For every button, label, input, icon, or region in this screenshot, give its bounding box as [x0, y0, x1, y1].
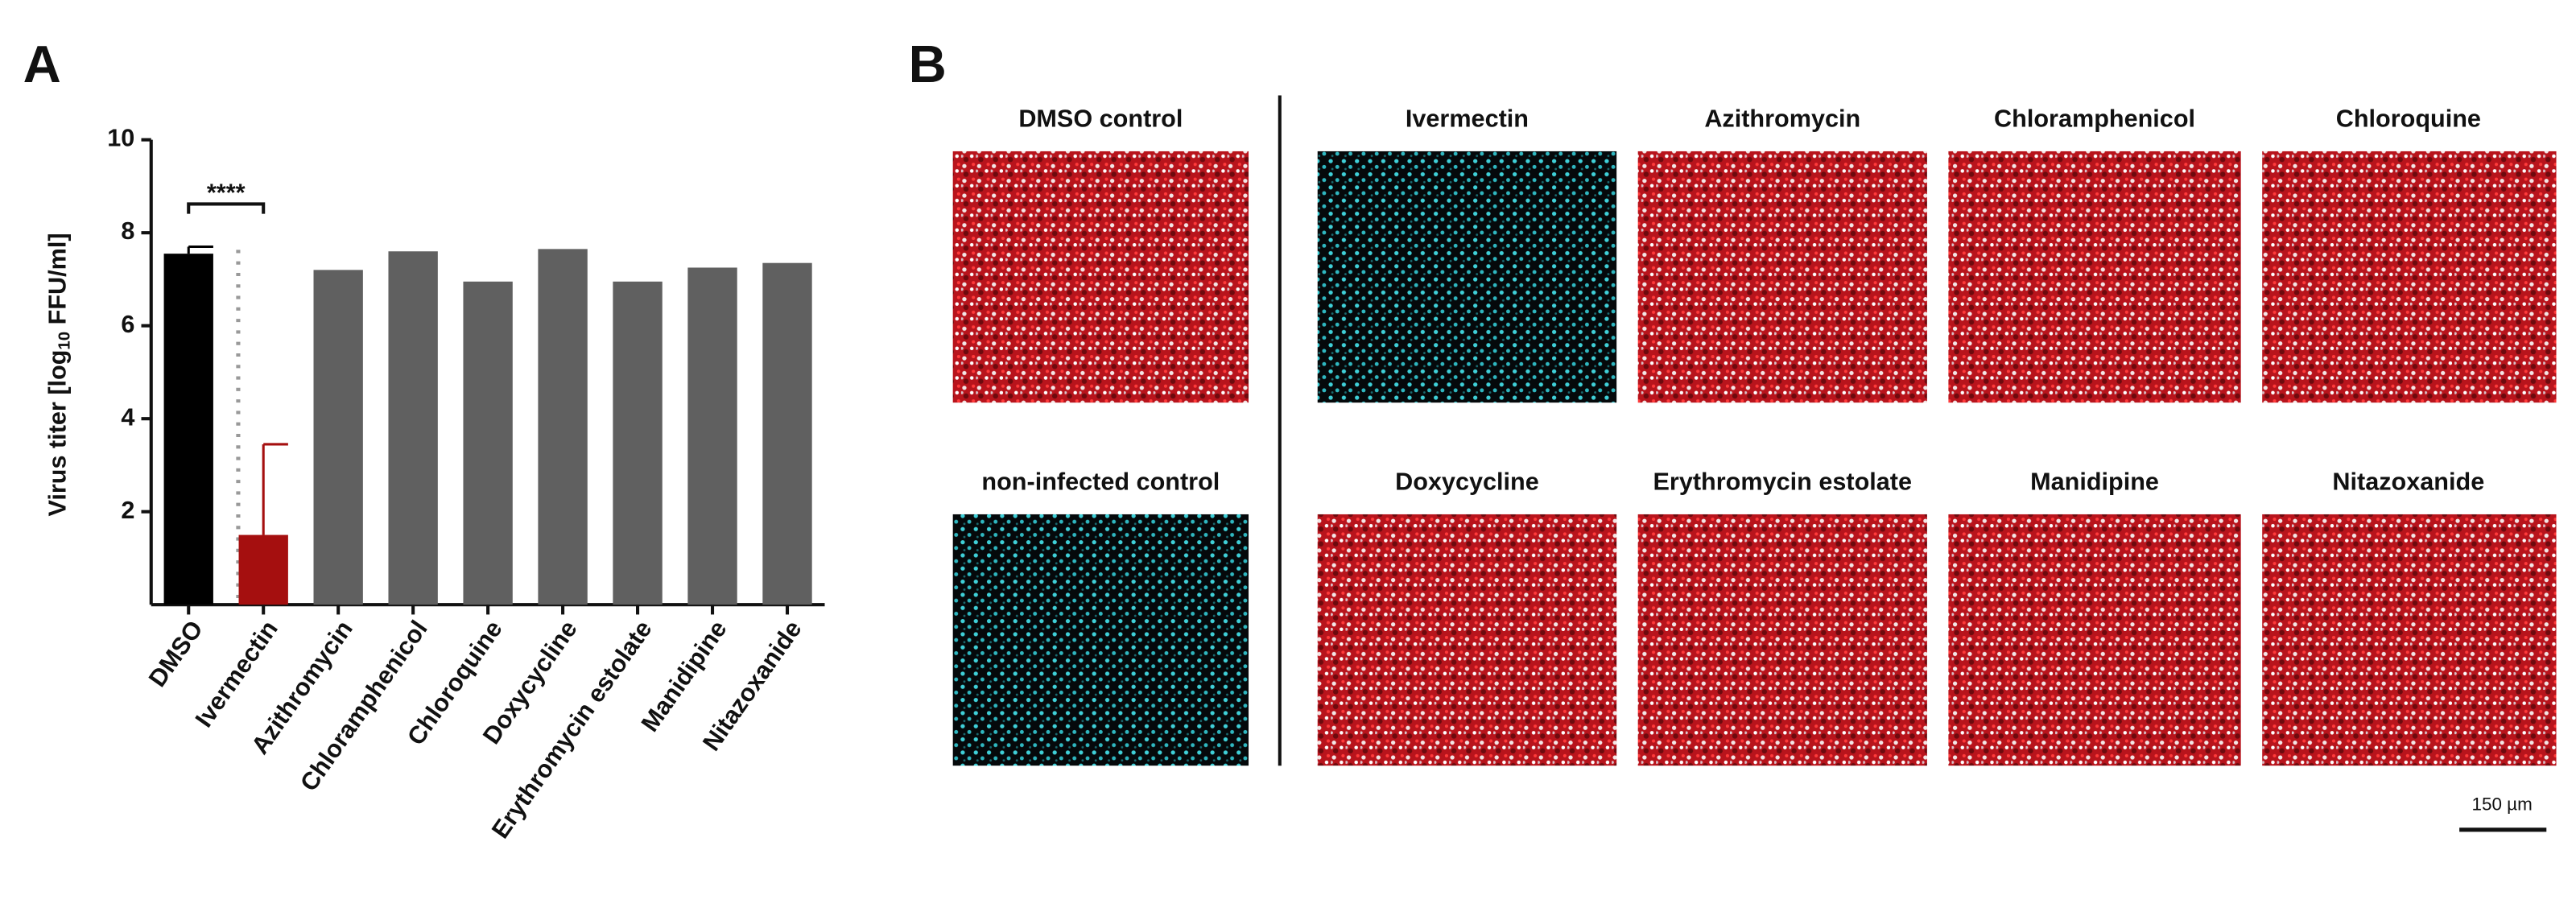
image-label: Manidipine	[2030, 468, 2159, 495]
y-label-part: 10	[56, 332, 74, 350]
micrograph	[1317, 151, 1617, 403]
x-tick-label: DMSO	[143, 616, 208, 692]
bar	[313, 270, 363, 605]
micrograph	[952, 151, 1249, 403]
micrograph	[2262, 151, 2557, 403]
micrograph	[1637, 151, 1927, 403]
y-tick-label: 10	[107, 125, 134, 152]
significance-bracket	[187, 202, 266, 214]
image-label: Azithromycin	[1704, 105, 1860, 132]
micrograph	[952, 514, 1249, 766]
bar	[613, 281, 663, 605]
y-tick-label: 4	[121, 403, 134, 431]
image-label: Doxycycline	[1395, 468, 1539, 495]
micrograph	[1637, 514, 1927, 766]
image-label: Ivermectin	[1406, 105, 1529, 132]
micrograph	[1317, 514, 1617, 766]
y-axis-label: Virus titer [log10 FFU/ml]	[44, 233, 74, 516]
micrograph	[1948, 514, 2241, 766]
image-label: Erythromycin estolate	[1653, 468, 1913, 495]
bar	[238, 534, 288, 605]
bar	[388, 251, 438, 605]
image-label: DMSO control	[1018, 105, 1183, 132]
image-label: non-infected control	[981, 468, 1220, 495]
image-grid: DMSO control Ivermectin Azithromycin Chl…	[952, 105, 2557, 766]
image-label: Nitazoxanide	[2332, 468, 2484, 495]
scale-bar-label: 150 µm	[2472, 794, 2533, 814]
y-tick-label: 2	[121, 497, 134, 524]
y-label-part: FFU/ml]	[44, 233, 72, 331]
micrograph	[2262, 514, 2557, 766]
y-tick-label: 6	[121, 311, 134, 338]
bar	[538, 249, 588, 605]
significance-label: ****	[207, 179, 246, 206]
panel-label: B	[909, 35, 947, 93]
y-tick-label: 8	[121, 217, 134, 245]
bar	[762, 262, 812, 605]
bar	[687, 267, 737, 605]
image-label: Chloroquine	[2336, 105, 2481, 132]
image-label: Chloramphenicol	[1994, 105, 2195, 132]
bar	[163, 254, 213, 605]
bar	[463, 281, 513, 605]
y-label-part: Virus titer [log	[44, 350, 72, 517]
panel-label: A	[23, 35, 61, 93]
micrograph	[1948, 151, 2241, 403]
